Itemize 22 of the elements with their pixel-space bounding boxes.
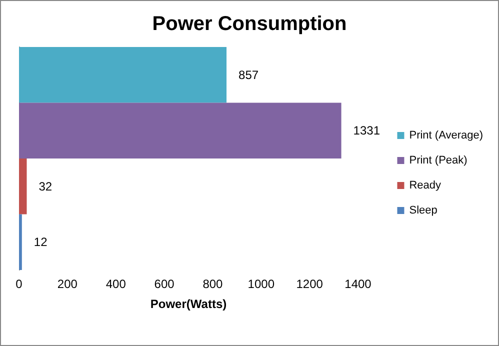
data-label: 857	[238, 68, 259, 82]
bar	[19, 102, 342, 158]
data-label: 1331	[353, 124, 380, 138]
bar	[19, 214, 22, 270]
x-axis-title: Power(Watts)	[150, 297, 227, 311]
legend-label: Print (Peak)	[409, 154, 468, 166]
data-label: 12	[34, 235, 48, 250]
data-label: 32	[38, 179, 52, 194]
x-tick-label: 1400	[344, 277, 372, 291]
x-tick-label: 800	[202, 277, 224, 291]
bar	[19, 158, 27, 214]
chart-title: Power Consumption	[152, 13, 347, 35]
x-tick-label: 400	[106, 277, 126, 291]
x-tick-label: 200	[57, 277, 78, 291]
legend-label: Ready	[409, 180, 442, 192]
x-tick-label: 600	[154, 277, 175, 291]
x-tick-label: 1200	[296, 277, 324, 291]
x-tick-label: 1000	[248, 277, 275, 291]
legend-label: Print (Average)	[409, 130, 484, 142]
bar	[19, 47, 227, 103]
x-tick-label: 0	[16, 277, 23, 291]
legend-label: Sleep	[409, 204, 438, 216]
